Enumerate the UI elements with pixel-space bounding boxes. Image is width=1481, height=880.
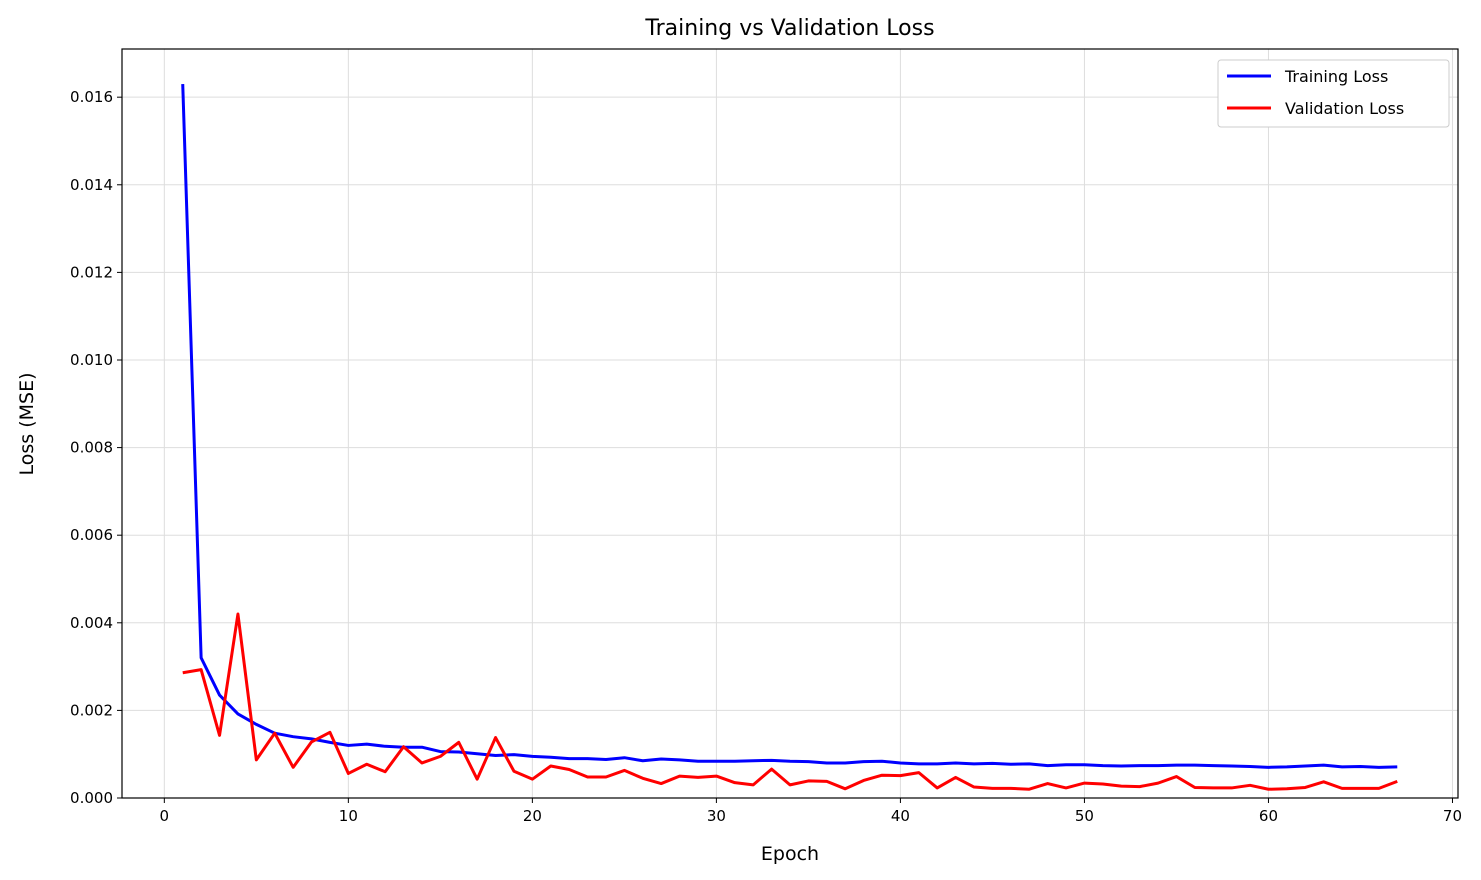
x-tick-label: 0 — [160, 807, 170, 825]
x-tick-label: 60 — [1259, 807, 1278, 825]
y-tick-label: 0.002 — [70, 701, 113, 719]
legend-label-validation: Validation Loss — [1285, 99, 1404, 118]
legend-label-training: Training Loss — [1284, 67, 1388, 86]
y-tick-label: 0.012 — [70, 263, 113, 281]
y-tick-label: 0.008 — [70, 439, 113, 457]
y-tick-label: 0.004 — [70, 614, 113, 632]
x-tick-label: 20 — [523, 807, 542, 825]
x-tick-label: 10 — [339, 807, 358, 825]
legend-box — [1217, 59, 1450, 128]
grid — [122, 49, 1458, 799]
x-tick-label: 30 — [707, 807, 726, 825]
y-tick-label: 0.016 — [70, 88, 113, 106]
y-tick-label: 0.000 — [70, 789, 113, 807]
x-tick-label: 70 — [1443, 807, 1462, 825]
series-line-validation-loss — [182, 612, 1398, 791]
y-tick-label: 0.006 — [70, 526, 113, 544]
x-axis-title: Epoch — [761, 843, 819, 865]
x-tick-label: 50 — [1075, 807, 1094, 825]
legend: Training Loss Validation Loss — [1217, 59, 1450, 128]
y-axis-title: Loss (MSE) — [16, 373, 38, 476]
series-lines — [181, 83, 1398, 791]
axis-ticks: 0 10 20 30 40 50 60 70 0.000 0.002 0.004 0.006 0.008… — [70, 88, 1462, 825]
x-tick-label: 40 — [891, 807, 910, 825]
chart-title: Training vs Validation Loss — [644, 16, 934, 41]
series-line-training-loss — [181, 83, 1398, 769]
plot-frame — [121, 48, 1459, 799]
y-tick-label: 0.014 — [70, 176, 113, 194]
y-tick-label: 0.010 — [70, 351, 113, 369]
